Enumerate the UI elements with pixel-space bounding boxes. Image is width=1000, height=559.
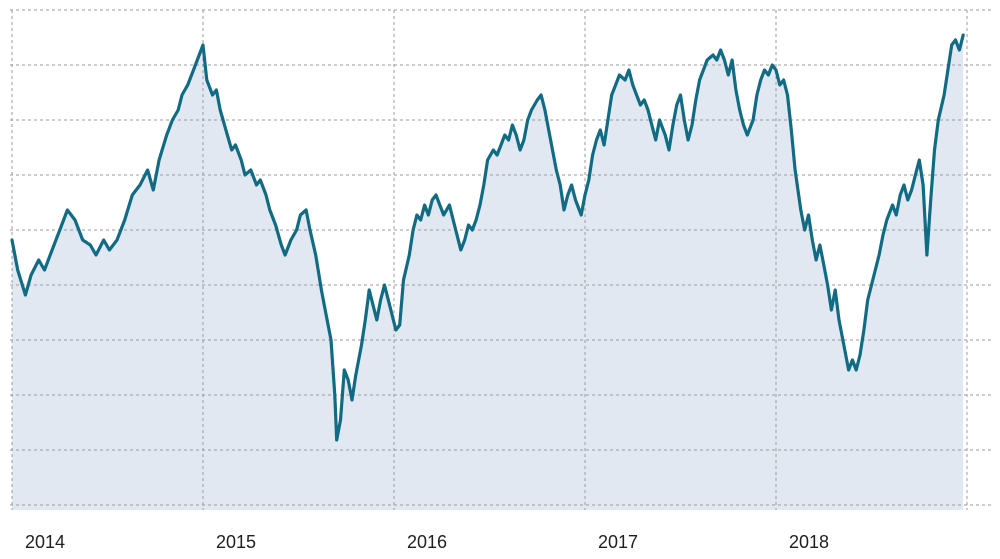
area-fill (12, 35, 964, 510)
x-axis-label: 2017 (598, 532, 638, 552)
x-axis-label: 2015 (216, 532, 256, 552)
index-line (10, 33, 965, 442)
gridlines (10, 9, 991, 510)
x-axis-label: 2016 (407, 532, 447, 552)
x-axis-label: 2018 (789, 532, 829, 552)
x-axis-label: 2014 (25, 532, 65, 552)
